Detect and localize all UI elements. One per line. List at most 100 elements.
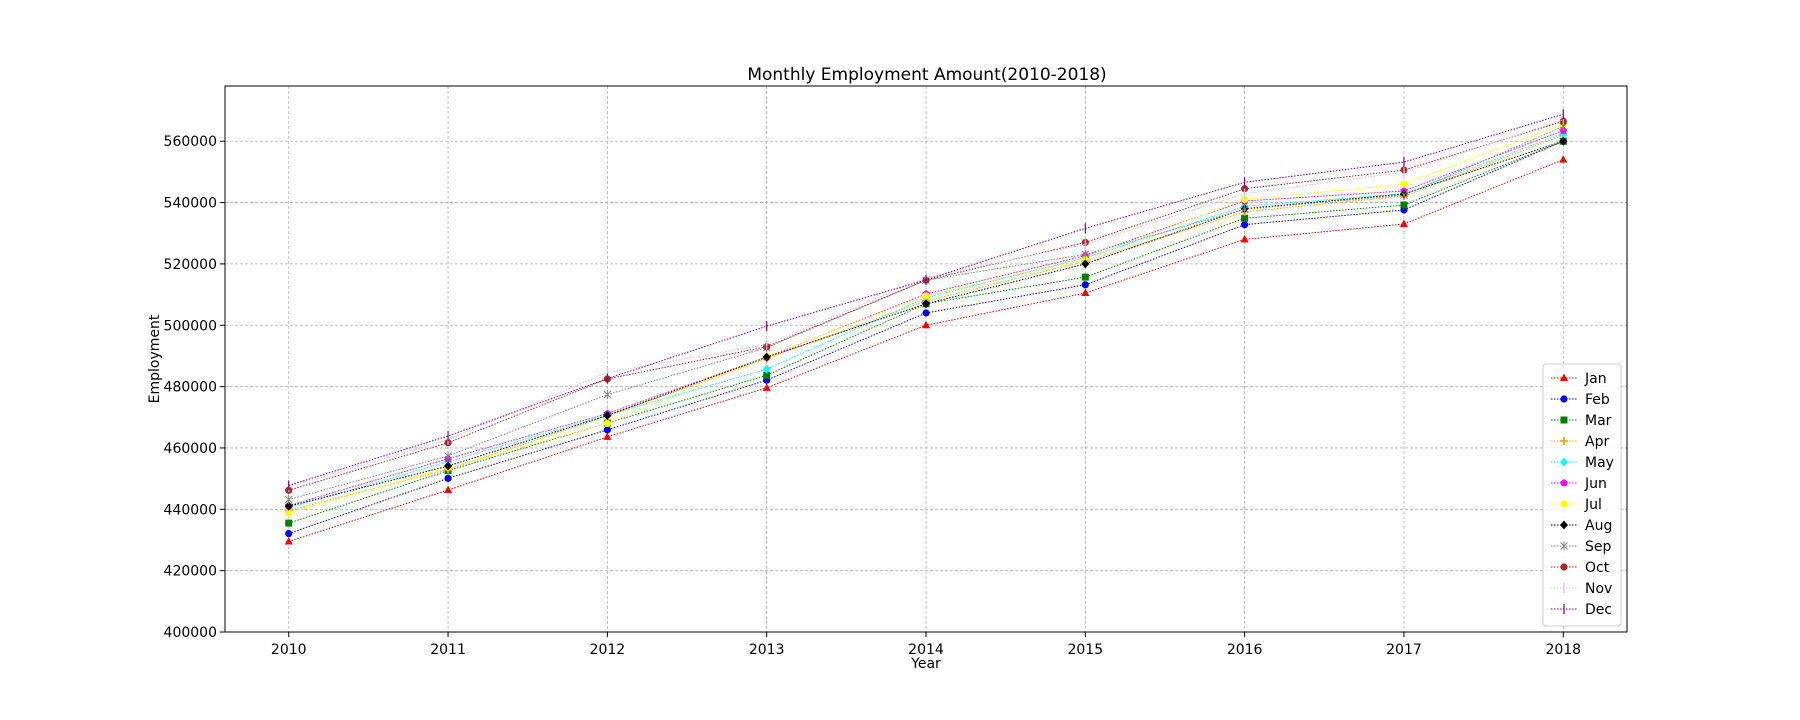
legend-marker: [1560, 479, 1568, 487]
data-point-may: [762, 364, 771, 374]
x-tick-label: 2014: [908, 642, 944, 658]
series-layer: [284, 109, 1568, 545]
data-point-jul: [1400, 180, 1408, 188]
data-point-aug: [922, 299, 930, 309]
data-point-jul: [285, 509, 293, 517]
legend-marker: [1560, 520, 1568, 530]
legend-label: Apr: [1585, 434, 1609, 450]
legend-item-feb: Feb: [1551, 392, 1610, 408]
data-point-jan: [1399, 219, 1408, 228]
data-point-jul: [922, 292, 930, 300]
series-dec: [288, 109, 1564, 491]
series-line-feb: [288, 140, 1564, 535]
legend-label: Jun: [1584, 476, 1607, 492]
legend-item-aug: Aug: [1551, 518, 1612, 534]
series-aug: [284, 136, 1568, 511]
y-tick-label: 500000: [164, 318, 217, 334]
series-line-mar: [288, 140, 1564, 524]
legend-marker: [1560, 416, 1568, 424]
x-axis: 2010 2011 2012 2013 2014 2015 2016 2017 2018: [271, 632, 1581, 658]
data-point-sep: [1400, 190, 1408, 200]
data-point-aug: [603, 410, 612, 420]
y-tick-label: 460000: [164, 441, 217, 457]
y-tick-label: 540000: [164, 196, 217, 212]
legend-item-oct: Oct: [1551, 560, 1610, 576]
legend-marker: [1560, 563, 1568, 571]
legend-label: Aug: [1585, 518, 1612, 534]
data-point-jan: [444, 485, 453, 493]
data-point-jan: [922, 320, 930, 329]
data-point-feb: [922, 309, 930, 317]
data-point-jul: [1241, 195, 1249, 204]
data-point-sep: [444, 451, 452, 461]
x-tick-label: 2015: [1067, 642, 1103, 658]
legend-label: Feb: [1585, 392, 1610, 408]
x-axis-label: Year: [910, 656, 941, 672]
series-feb: [285, 137, 1567, 538]
legend-label: Dec: [1585, 602, 1612, 618]
legend-item-jan: Jan: [1551, 371, 1607, 387]
x-tick-label: 2018: [1545, 642, 1581, 658]
data-point-mar: [1241, 214, 1249, 222]
data-point-aug: [444, 461, 453, 471]
series-jan: [284, 155, 1568, 545]
data-point-jul: [1081, 255, 1089, 263]
legend: Jan Feb Mar Apr May Jun Jul Aug Sep Oct Nov Dec: [1542, 363, 1622, 627]
data-point-jan: [284, 537, 293, 545]
legend-label: Mar: [1585, 413, 1612, 429]
legend-label: Sep: [1585, 539, 1612, 555]
y-tick-label: 520000: [164, 257, 217, 273]
legend-item-dec: Dec: [1551, 602, 1612, 618]
y-axis: 400000 420000 440000 460000 480000 500000 5200…: [164, 134, 225, 641]
x-tick-label: 2017: [1386, 642, 1422, 658]
legend-item-nov: Nov: [1551, 581, 1612, 597]
legend-item-apr: Apr: [1551, 434, 1609, 450]
data-point-mar: [1081, 273, 1089, 281]
data-point-mar: [285, 519, 293, 527]
y-tick-label: 560000: [164, 134, 217, 150]
y-axis-label: Employment: [147, 314, 163, 403]
data-point-sep: [1240, 204, 1249, 214]
legend-marker: [1560, 541, 1568, 551]
legend-marker: [1560, 457, 1568, 467]
x-tick-label: 2010: [271, 642, 307, 658]
data-point-jan: [603, 432, 612, 440]
legend-label: Oct: [1585, 560, 1610, 576]
legend-label: Nov: [1585, 581, 1612, 597]
series-line-sep: [288, 126, 1564, 500]
data-point-sep: [1081, 249, 1090, 259]
data-point-feb: [285, 529, 293, 538]
x-tick-label: 2016: [1227, 642, 1263, 658]
data-point-feb: [1081, 281, 1089, 289]
data-point-aug: [284, 501, 293, 511]
legend-item-jul: Jul: [1551, 497, 1602, 513]
x-tick-label: 2012: [590, 642, 626, 658]
y-tick-label: 400000: [164, 625, 217, 641]
data-point-jan: [762, 383, 771, 391]
y-tick-label: 480000: [164, 380, 217, 396]
legend-label: May: [1585, 455, 1614, 471]
data-point-feb: [444, 474, 452, 482]
y-tick-label: 440000: [164, 502, 217, 518]
legend-item-jun: Jun: [1551, 476, 1607, 492]
data-point-mar: [763, 371, 771, 379]
data-point-aug: [762, 352, 771, 362]
y-tick-label: 420000: [164, 564, 217, 580]
data-point-aug: [1559, 136, 1568, 146]
legend-item-may: May: [1551, 455, 1614, 471]
legend-marker: [1560, 395, 1568, 403]
legend-box: [1542, 363, 1622, 627]
legend-marker: [1560, 373, 1568, 381]
data-point-feb: [603, 426, 611, 434]
x-tick-label: 2011: [430, 642, 466, 658]
x-tick-label: 2013: [749, 642, 785, 658]
data-point-jan: [1240, 234, 1249, 243]
series-line-nov: [288, 119, 1564, 488]
legend-item-sep: Sep: [1551, 539, 1612, 555]
data-point-mar: [1400, 201, 1408, 209]
legend-label: Jan: [1584, 371, 1607, 387]
legend-label: Jul: [1584, 497, 1602, 513]
data-point-aug: [1081, 259, 1090, 269]
